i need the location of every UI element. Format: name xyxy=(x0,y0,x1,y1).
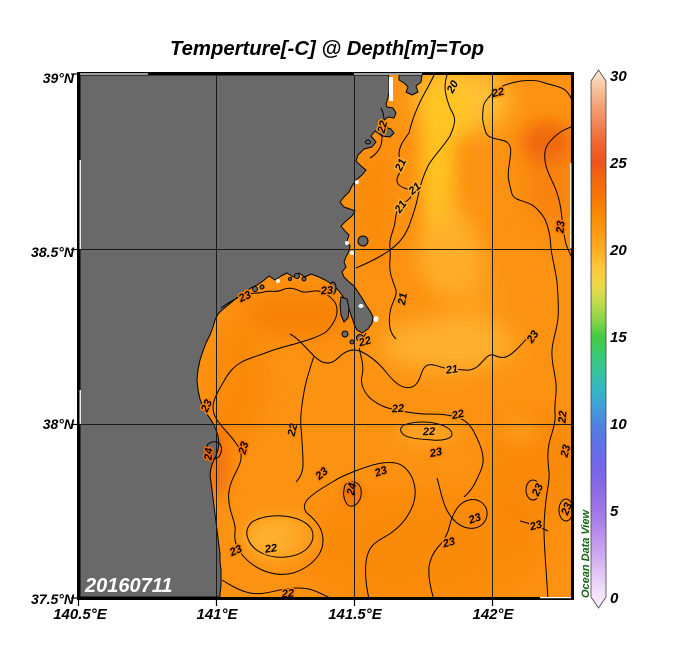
svg-text:38.5°N: 38.5°N xyxy=(31,244,75,260)
svg-text:22: 22 xyxy=(450,408,465,422)
svg-text:21: 21 xyxy=(396,292,410,307)
svg-text:23: 23 xyxy=(554,220,567,234)
svg-text:21: 21 xyxy=(444,363,459,377)
svg-text:22: 22 xyxy=(391,403,405,416)
svg-text:23: 23 xyxy=(236,441,251,457)
svg-text:10: 10 xyxy=(610,416,627,433)
svg-text:23: 23 xyxy=(441,536,457,551)
svg-text:5: 5 xyxy=(610,503,619,520)
svg-text:23: 23 xyxy=(319,284,333,297)
svg-text:24: 24 xyxy=(345,482,359,497)
svg-text:22: 22 xyxy=(556,410,569,424)
svg-text:Temperture[-C] @ Depth[m]=Top: Temperture[-C] @ Depth[m]=Top xyxy=(170,38,484,60)
svg-text:22: 22 xyxy=(285,423,300,439)
svg-text:30: 30 xyxy=(610,68,627,85)
svg-text:22: 22 xyxy=(263,542,278,556)
svg-text:22: 22 xyxy=(375,120,390,136)
svg-text:22: 22 xyxy=(422,426,436,438)
svg-text:15: 15 xyxy=(610,329,627,346)
svg-text:37.5°N: 37.5°N xyxy=(31,591,75,607)
svg-text:25: 25 xyxy=(609,155,627,172)
svg-text:20160711: 20160711 xyxy=(84,575,173,597)
svg-text:0: 0 xyxy=(610,590,619,607)
svg-text:23: 23 xyxy=(558,444,573,460)
svg-text:22: 22 xyxy=(280,587,294,600)
svg-text:141°E: 141°E xyxy=(196,606,238,623)
svg-text:140.5°E: 140.5°E xyxy=(53,606,108,623)
svg-text:23: 23 xyxy=(528,519,544,534)
svg-text:22: 22 xyxy=(357,335,373,350)
svg-text:38°N: 38°N xyxy=(43,416,75,432)
svg-text:39°N: 39°N xyxy=(43,70,75,86)
svg-text:141.5°E: 141.5°E xyxy=(328,606,383,623)
svg-text:Ocean Data View: Ocean Data View xyxy=(580,509,592,598)
svg-text:24: 24 xyxy=(202,447,215,461)
svg-text:20: 20 xyxy=(609,242,627,259)
svg-text:142°E: 142°E xyxy=(472,606,514,623)
svg-text:23: 23 xyxy=(559,501,575,518)
svg-text:23: 23 xyxy=(428,446,443,460)
